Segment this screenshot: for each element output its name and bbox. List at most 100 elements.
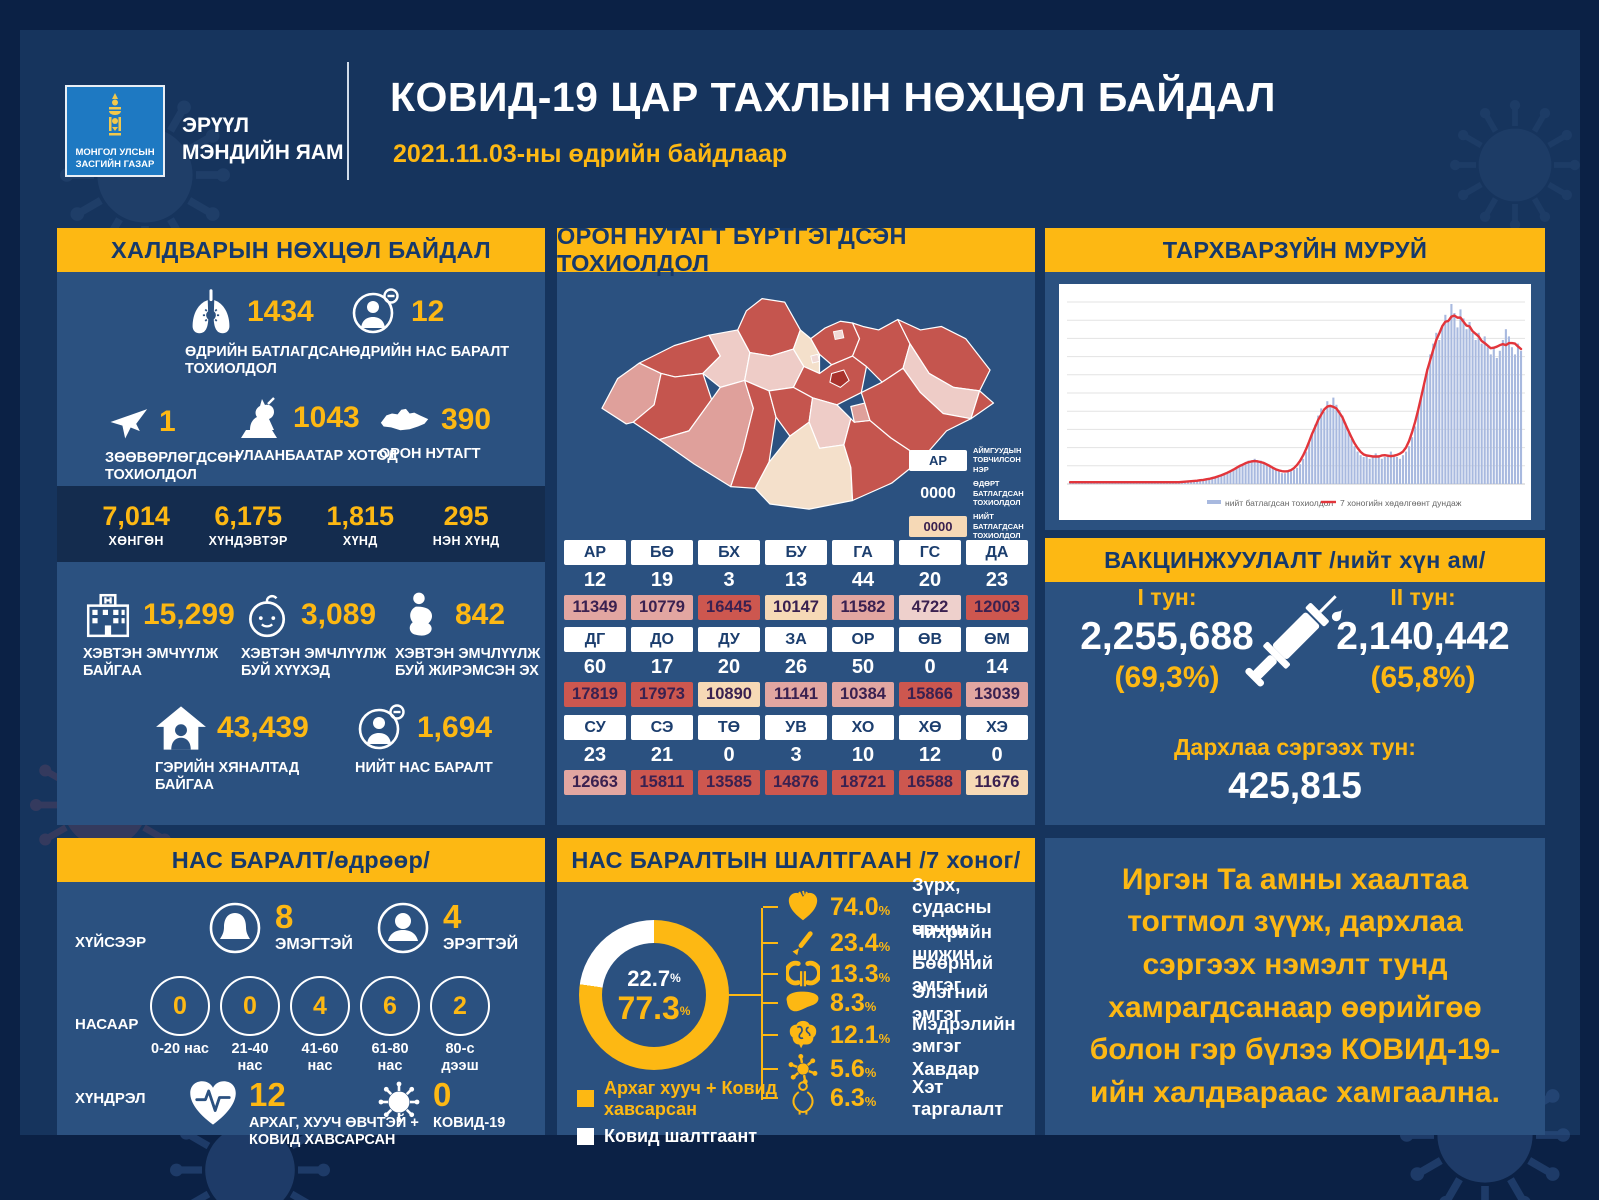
province-code: СЭ xyxy=(631,715,693,740)
complication-value: 0 xyxy=(433,1076,452,1113)
province-table-row: ДГ 60 17819 ДО 17 17973 ДУ 20 10890 ЗА 26 11141 ОР 50… xyxy=(557,627,1035,707)
cause-row: 74.0% Зүрх, судасны өвчин xyxy=(763,874,1031,939)
province-daily-cases: 44 xyxy=(851,569,875,591)
infection-stat: 842 ХЭВТЭН ЭМЧЛҮҮЛЖ БУЙ ЖИРЭМСЭН ЭХ xyxy=(395,590,545,680)
province-cell: ДУ 20 10890 xyxy=(698,627,760,707)
complication-label: АРХАГ, ХУУЧ ӨВЧТЭЙ + КОВИД ХАВСАРСАН xyxy=(249,1115,419,1149)
percent-symbol: % xyxy=(864,1064,877,1080)
province-daily-cases: 26 xyxy=(784,656,808,678)
dose2-percent: (65,8%) xyxy=(1370,661,1476,694)
cause-tick-line xyxy=(763,973,778,975)
province-code: СУ xyxy=(564,715,626,740)
gender-text: 8 ЭМЭГТЭЙ xyxy=(275,900,353,954)
province-daily-cases: 12 xyxy=(918,744,942,766)
kidney-icon xyxy=(784,956,822,992)
gender-label: ЭМЭГТЭЙ xyxy=(275,936,353,953)
infection-stat: 1434 ӨДРИЙН БАТЛАГДСАН ТОХИОЛДОЛ xyxy=(185,286,360,378)
cause-percent: 23.4% xyxy=(830,929,912,958)
percent-symbol: % xyxy=(864,1093,877,1109)
deaths-panel-title: НАС БАРАЛТ/өдрөөр/ xyxy=(57,838,545,882)
public-message-panel: Иргэн Та амны хаалтаа тогтмол зүүж, дарх… xyxy=(1045,838,1545,1135)
province-daily-cases: 21 xyxy=(650,744,674,766)
province-cell: ЗА 26 11141 xyxy=(765,627,827,707)
age-stat: 0 21-40 нас xyxy=(219,976,281,1076)
curve-legend-bars: нийт батлагдсан тохиолдол xyxy=(1225,498,1333,508)
severity-value: 6,175 xyxy=(214,500,282,531)
hospital-icon xyxy=(83,590,133,640)
cause-row: 6.3% Хэт таргалалт xyxy=(763,1076,1031,1119)
report-date: 2021.11.03-ны өдрийн байдлаар xyxy=(393,140,788,168)
gender-row-label: ХҮЙСЭЭР xyxy=(75,934,147,951)
severity-stat: 1,815 ХҮНД xyxy=(326,501,394,548)
age-value: 4 xyxy=(290,976,350,1036)
province-total-cases: 13039 xyxy=(966,682,1028,707)
province-cell: УВ 3 14876 xyxy=(765,715,827,795)
cause-percent-value: 8.3 xyxy=(830,988,865,1017)
province-code: ДА xyxy=(966,540,1028,565)
vaccination-panel-title: ВАКЦИНЖУУЛАЛТ /нийт хүн ам/ xyxy=(1045,538,1545,582)
severity-value: 1,815 xyxy=(326,500,395,531)
booster-value: 425,815 xyxy=(1228,765,1362,806)
stat-value: 1,694 xyxy=(417,711,493,744)
province-cell: ХЭ 0 11676 xyxy=(966,715,1028,795)
severity-value: 295 xyxy=(443,500,489,531)
complication-stat: 12 АРХАГ, ХУУЧ ӨВЧТЭЙ + КОВИД ХАВСАРСАН xyxy=(187,1078,459,1150)
province-total-cases: 16588 xyxy=(899,770,961,795)
province-total-cases: 11141 xyxy=(765,682,827,707)
age-stat: 2 80-с дээш xyxy=(429,976,491,1076)
lungs-icon xyxy=(185,286,237,338)
cause-percent: 12.1% xyxy=(830,1021,912,1050)
province-code: ОР xyxy=(832,627,894,652)
severity-label: ХҮНДЭВТЭР xyxy=(208,533,288,548)
stat-label: ОРОН НУТАГТ xyxy=(379,446,481,462)
death-causes-panel: НАС БАРАЛТЫН ШАЛТГААН /7 хоног/ 22.7% 77… xyxy=(557,838,1035,1146)
age-label: 21-40 нас xyxy=(231,1041,269,1075)
province-code: ГА xyxy=(832,540,894,565)
regional-panel-title: ОРОН НУТАГТ БҮРТГЭГДСЭН ТОХИОЛДОЛ xyxy=(557,223,1035,276)
donut-primary-value: 77.3% xyxy=(617,990,691,1026)
soyombo-emblem-icon xyxy=(104,93,126,139)
severity-label: ХҮНД xyxy=(342,533,378,548)
logo-caption: МОНГОЛ УЛСЫН ЗАСГИЙН ГАЗАР xyxy=(75,147,155,171)
gender-value: 4 xyxy=(443,898,462,935)
province-cell: БӨ 19 10779 xyxy=(631,540,693,620)
complication-label: КОВИД-19 xyxy=(433,1115,506,1131)
stat-label: ХЭВТЭН ЭМЧЛҮҮЛЖ БУЙ ЖИРЭМСЭН ЭХ xyxy=(395,646,541,680)
province-cell: ХО 10 18721 xyxy=(832,715,894,795)
percent-symbol: % xyxy=(878,1030,891,1046)
airplane-icon xyxy=(105,400,149,444)
province-total-cases: 17819 xyxy=(564,682,626,707)
stat-value: 1043 xyxy=(293,401,360,434)
province-cell: ГА 44 11582 xyxy=(832,540,894,620)
gender-value: 8 xyxy=(275,898,294,935)
causes-panel-title: НАС БАРАЛТЫН ШАЛТГААН /7 хоног/ xyxy=(557,838,1035,882)
stat-value: 390 xyxy=(441,403,492,436)
cause-label: Чихрийн шижин xyxy=(912,921,992,964)
severity-value: 7,014 xyxy=(102,500,170,531)
cause-label: Бөөрний эмгэг xyxy=(912,952,994,995)
stat-value: 1 xyxy=(159,405,176,438)
province-code: БУ xyxy=(765,540,827,565)
province-cell: ГС 20 4722 xyxy=(899,540,961,620)
province-code: ХӨ xyxy=(899,715,961,740)
complication-row-label: ХҮНДРЭЛ xyxy=(75,1090,146,1107)
province-daily-cases: 23 xyxy=(583,744,607,766)
dose2-stat: II тун: 2,140,442 (65,8%) xyxy=(1323,584,1523,695)
age-value: 0 xyxy=(220,976,280,1036)
map-legend: АР АЙМГУУДЫН ТОВЧИЛСОН НЭР 0000 ӨДӨРТ БАТЛА… xyxy=(909,446,1033,545)
page-title: КОВИД-19 ЦАР ТАХЛЫН НӨХЦӨЛ БАЙДАЛ xyxy=(390,74,1276,120)
province-cell: ДО 17 17973 xyxy=(631,627,693,707)
syringe-icon xyxy=(1230,574,1360,704)
cause-percent-value: 13.3 xyxy=(830,959,879,988)
map-legend-label: НИЙТ БАТЛАГДСАН ТОХИОЛДОЛ xyxy=(973,512,1024,540)
cause-tick-line xyxy=(763,906,778,908)
stat-label: ӨДРИЙН НАС БАРАЛТ xyxy=(349,344,510,360)
male-icon xyxy=(375,900,431,956)
dose2-label: II тун: xyxy=(1390,584,1456,610)
cause-percent: 5.6% xyxy=(830,1055,912,1084)
epidemic-curve-panel: ТАРХВАРЗҮЙН МУРУЙ нийт батлагдсан тохиол… xyxy=(1045,228,1545,530)
cause-label: Хэт таргалалт xyxy=(912,1076,1004,1119)
header-divider xyxy=(347,62,349,180)
infection-panel: ХАЛДВАРЫН НӨХЦӨЛ БАЙДАЛ 1434 ӨДРИЙН БАТЛА… xyxy=(57,228,545,825)
province-code: БӨ xyxy=(631,540,693,565)
